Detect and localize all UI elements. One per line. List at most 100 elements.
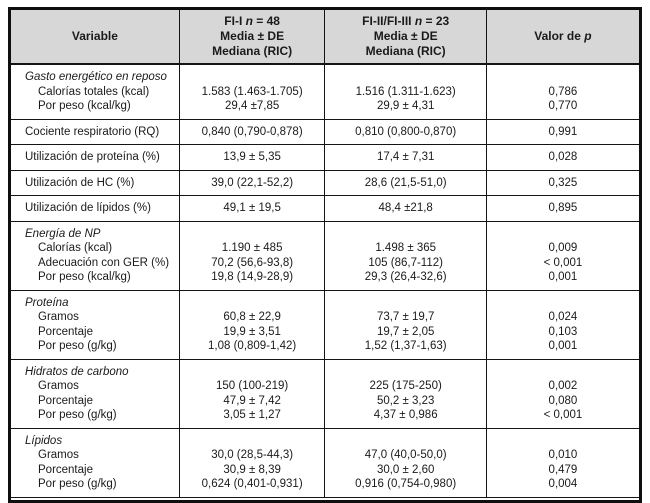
variable-cell: Utilización de lípidos (%)	[11, 195, 180, 222]
row-value: 73,7 ± 19,7	[376, 311, 435, 323]
header-row: Variable FI-I n = 48 Media ± DE Mediana …	[11, 10, 639, 65]
pvalue-cell: 0,325	[485, 169, 639, 196]
row-value: 17,4 ± 7,31	[376, 151, 435, 163]
row-label: Por peso (g/kg)	[38, 409, 117, 421]
group1-media-line: Media ± DE	[220, 29, 285, 43]
table-row: Cociente respiratorio (RQ) 0,840 (0,790-0…	[11, 118, 639, 145]
row-value: 1,08 (0,809-1,42)	[208, 340, 297, 352]
spacer	[328, 227, 482, 242]
col-header-group2: FI-II/FI-III n = 23 Media ± DE Mediana (…	[324, 10, 487, 65]
row-value: 225 (175-250)	[369, 380, 442, 392]
row-label: Porcentaje	[38, 394, 93, 407]
row-value: 0,001	[548, 340, 578, 352]
spacer	[183, 70, 322, 85]
row-value: 0,103	[548, 325, 578, 338]
spacer	[183, 434, 322, 449]
row-label: Gramos	[38, 380, 79, 392]
group2-value-cell: 1.498 ± 365 105 (86,7-112) 29,3 (26,4-32,6…	[324, 220, 487, 291]
row-value: 1.498 ± 365	[375, 242, 437, 254]
group2-n-line: FI-II/FI-III n = 23	[328, 14, 482, 29]
row-value: 1.190 ± 485	[221, 242, 283, 254]
row-value: < 0,001	[543, 256, 583, 269]
section-title: Proteína	[25, 296, 69, 309]
row-value: 29,4 ±7,85	[225, 100, 280, 112]
table-body: Gasto energético en reposo Calorías total…	[11, 63, 639, 498]
group2-value-cell: 28,6 (21,5-51,0)	[324, 169, 487, 196]
row-label: Por peso (g/kg)	[38, 478, 117, 490]
results-table: Variable FI-I n = 48 Media ± DE Mediana …	[11, 10, 639, 498]
section-title: Gasto energético en reposo	[25, 71, 167, 83]
col-header-variable: Variable	[11, 10, 180, 65]
pvalue-cell: 0,024 0,103 0,001	[485, 289, 639, 360]
group2-value-cell: 47,0 (40,0-50,0) 30,0 ± 2,60 0,916 (0,754-…	[324, 427, 487, 498]
row-value: 105 (86,7-112)	[368, 256, 443, 269]
row-label: Calorías totales (kcal)	[38, 85, 150, 98]
row-value: 49,1 ± 19,5	[223, 202, 281, 214]
spacer	[328, 434, 482, 449]
group2-name: FI-II/FI-III	[362, 14, 415, 28]
pvalue-p-symbol: p	[584, 29, 592, 43]
spacer	[183, 227, 322, 242]
table-header: Variable FI-I n = 48 Media ± DE Mediana …	[11, 10, 639, 65]
row-label: Por peso (kcal/kg)	[38, 271, 131, 283]
row-value: 47,9 ± 7,42	[223, 394, 281, 407]
group1-value-cell: 39,0 (22,1-52,2)	[178, 169, 326, 196]
row-value: 29,9 ± 4,31	[376, 100, 435, 112]
row-value: 0,810 (0,800-0,870)	[355, 125, 457, 138]
variable-cell: Hidratos de carbono Gramos Porcentaje Por p…	[11, 358, 180, 429]
row-value: 0,024	[548, 311, 578, 323]
row-value: 50,2 ± 3,23	[376, 394, 435, 407]
group2-n-value: = 23	[422, 14, 450, 28]
row-value: 0,001	[548, 271, 578, 283]
pvalue-cell: 0,895	[485, 195, 639, 222]
row-value: 1,52 (1,37-1,63)	[364, 340, 447, 352]
spacer	[490, 296, 636, 311]
spacer	[183, 365, 322, 380]
row-value: 0,028	[548, 151, 578, 163]
row-value: 0,895	[548, 202, 578, 214]
group1-name: FI-I	[224, 14, 246, 28]
pvalue-label: Valor de	[534, 29, 585, 43]
row-value: 0,624 (0,401-0,931)	[201, 478, 303, 490]
row-value: 3,05 ± 1,27	[223, 409, 281, 421]
section-title: Hidratos de carbono	[25, 365, 129, 378]
row-value: 0,916 (0,754-0,980)	[355, 478, 457, 490]
row-label: Cociente respiratorio (RQ)	[25, 125, 160, 138]
variable-cell: Lípidos Gramos Porcentaje Por peso (g/kg)	[11, 427, 180, 498]
group2-media-line: Media ± DE	[373, 29, 438, 43]
row-label: Utilización de HC (%)	[25, 176, 135, 189]
pvalue-cell: 0,991	[485, 118, 639, 145]
row-label: Utilización de proteína (%)	[25, 151, 160, 163]
table-row: Hidratos de carbono Gramos Porcentaje Por p…	[11, 358, 639, 429]
row-value: < 0,001	[543, 409, 583, 421]
variable-cell: Utilización de proteína (%)	[11, 144, 180, 171]
row-value: 150 (100-219)	[216, 380, 289, 392]
table-row: Utilización de HC (%) 39,0 (22,1-52,2) 28,…	[11, 169, 639, 196]
spacer	[490, 365, 636, 380]
group2-value-cell: 0,810 (0,800-0,870)	[324, 118, 487, 145]
row-value: 47,0 (40,0-50,0)	[364, 449, 447, 461]
table-row: Proteína Gramos Porcentaje Por peso (g/kg) 6…	[11, 289, 639, 360]
group2-value-cell: 48,4 ±21,8	[324, 195, 487, 222]
row-value: 29,3 (26,4-32,6)	[364, 271, 447, 283]
group1-n-line: FI-I n = 48	[183, 14, 322, 29]
spacer	[328, 70, 482, 85]
row-label: Gramos	[38, 449, 79, 461]
group1-mediana-line: Mediana (RIC)	[212, 44, 293, 58]
row-value: 0,002	[548, 380, 578, 392]
col-header-variable-label: Variable	[71, 29, 118, 43]
row-value: 0,770	[548, 100, 578, 112]
group2-n-symbol: n	[414, 14, 423, 28]
col-header-group1: FI-I n = 48 Media ± DE Mediana (RIC)	[178, 10, 326, 65]
row-value: 0,004	[548, 478, 578, 490]
group1-n-symbol: n	[245, 14, 253, 28]
spacer	[490, 70, 636, 85]
spacer	[328, 296, 482, 311]
row-value: 19,8 (14,9-28,9)	[211, 271, 294, 283]
row-value: 0,479	[548, 463, 578, 476]
row-value: 19,7 ± 2,05	[376, 325, 435, 338]
spacer	[490, 227, 636, 242]
group1-value-cell: 30,0 (28,5-44,3) 30,9 ± 8,39 0,624 (0,401-…	[178, 427, 326, 498]
group1-value-cell: 49,1 ± 19,5	[178, 195, 326, 222]
row-value: 0,080	[548, 394, 578, 407]
